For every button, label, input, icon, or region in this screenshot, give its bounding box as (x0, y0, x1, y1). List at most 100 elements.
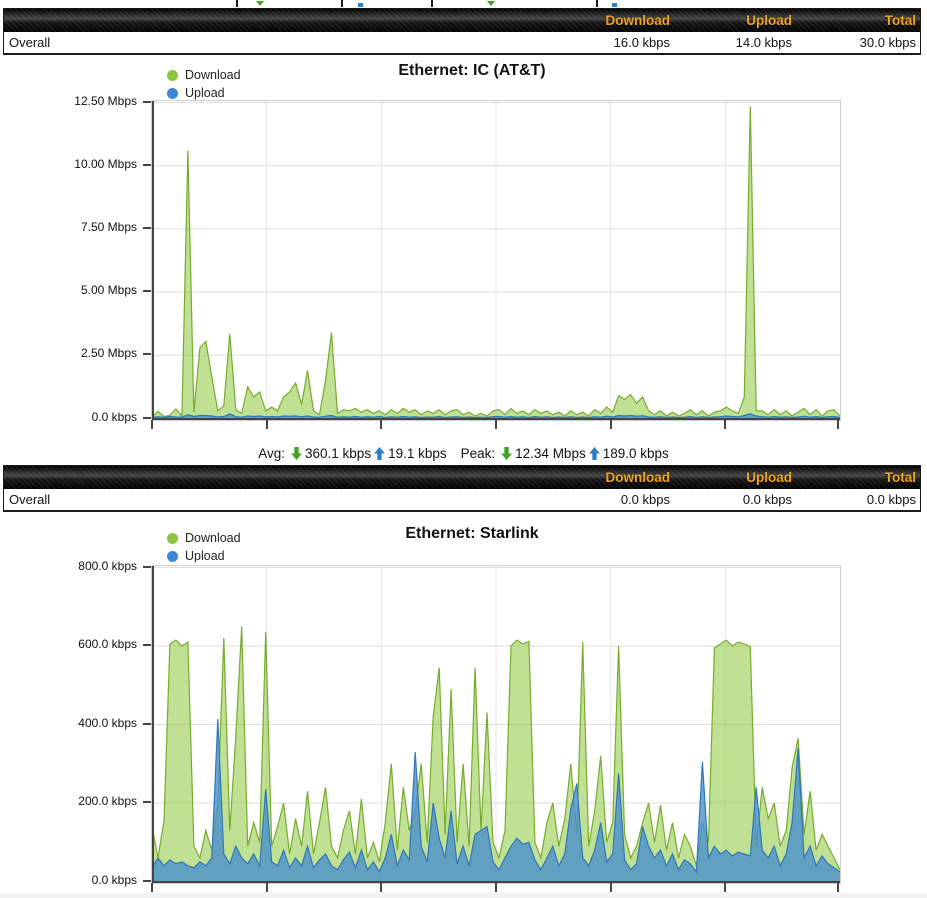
legend-label: Upload (185, 549, 225, 563)
chart-ic-att: Ethernet: IC (AT&T) Download Upload 12.5… (0, 60, 927, 445)
header-upload: Upload (746, 470, 792, 485)
y-tick-label: 400.0 kbps (78, 715, 137, 730)
chart-title: Ethernet: Starlink (405, 525, 539, 542)
legend-label: Upload (185, 86, 225, 100)
cell-divider (596, 0, 598, 7)
y-tick-mark (143, 353, 152, 356)
x-axis-ticks (151, 420, 841, 431)
upload-legend-dot-icon (167, 550, 178, 562)
header-upload: Upload (746, 13, 792, 28)
y-tick-label: 7.50 Mbps (80, 219, 137, 234)
x-tick-mark (724, 420, 727, 429)
x-axis-ticks (151, 883, 841, 894)
upload-value: 0.0 kbps (742, 492, 792, 507)
x-tick-mark (380, 883, 383, 892)
table-header: Download Upload Total (4, 9, 920, 32)
legend-item-download: Download (167, 66, 241, 84)
y-axis: 800.0 kbps 600.0 kbps 400.0 kbps 200.0 kbps… (0, 559, 152, 887)
download-arrow-icon (291, 447, 302, 460)
y-tick-mark (143, 879, 152, 882)
y-tick-mark (143, 163, 152, 166)
x-tick-mark (151, 420, 153, 429)
x-tick-mark (151, 883, 153, 892)
legend-label: Download (185, 68, 241, 82)
download-value: 16.0 kbps (613, 35, 670, 50)
y-tick-mark (143, 100, 152, 103)
clipped-row-below (0, 893, 927, 898)
overall-label: Overall (9, 35, 51, 50)
x-tick-mark (265, 883, 268, 892)
x-tick-mark (265, 420, 268, 429)
plot-area[interactable] (151, 565, 841, 884)
legend: Download Upload (167, 529, 241, 565)
y-tick-label: 10.00 Mbps (74, 156, 137, 171)
peak-upload-value: 189.0 kbps (602, 446, 669, 461)
x-tick-mark (724, 883, 727, 892)
upload-arrow-icon (612, 3, 617, 7)
x-tick-mark (609, 420, 612, 429)
download-value: 0.0 kbps (620, 492, 670, 507)
upload-value: 14.0 kbps (735, 35, 792, 50)
table-row: Overall 0.0 kbps 0.0 kbps 0.0 kbps (4, 489, 920, 510)
peak-label: Peak: (460, 446, 496, 461)
plot-area[interactable] (151, 100, 841, 421)
x-tick-mark (380, 420, 383, 429)
chart-title: Ethernet: IC (AT&T) (398, 62, 546, 79)
avg-download-value: 360.1 kbps (305, 446, 372, 461)
download-arrow-icon (487, 1, 495, 6)
y-tick-label: 2.50 Mbps (80, 346, 137, 361)
y-tick-mark (143, 226, 152, 229)
header-total: Total (884, 13, 916, 28)
area-chart-svg (152, 101, 840, 420)
download-arrow-icon (501, 447, 513, 460)
cell-divider (431, 0, 433, 7)
y-axis: 12.50 Mbps 10.00 Mbps 7.50 Mbps 5.00 Mbps 2.… (0, 94, 152, 424)
download-legend-dot-icon (167, 69, 178, 81)
y-tick-mark (143, 644, 152, 646)
legend-item-download: Download (167, 529, 241, 547)
table-header: Download Upload Total (4, 466, 920, 489)
chart-starlink: Ethernet: Starlink Download Upload 800.0… (0, 523, 927, 898)
upload-arrow-icon (358, 3, 363, 7)
avg-upload-value: 19.1 kbps (388, 446, 447, 461)
overall-label: Overall (9, 492, 51, 507)
legend: Download Upload (167, 66, 241, 102)
total-value: 0.0 kbps (866, 492, 916, 507)
download-legend-dot-icon (167, 532, 178, 544)
download-arrow-icon (256, 1, 264, 6)
y-tick-label: 5.00 Mbps (80, 283, 137, 298)
legend-item-upload: Upload (167, 547, 241, 565)
y-tick-mark (143, 416, 152, 419)
y-tick-mark (143, 801, 152, 803)
bandwidth-table-1: Download Upload Total Overall 16.0 kbps … (3, 8, 921, 55)
header-download: Download (605, 13, 671, 28)
y-tick-label: 12.50 Mbps (74, 93, 137, 108)
total-value: 30.0 kbps (859, 35, 916, 50)
y-tick-label: 0.0 kbps (91, 872, 137, 887)
peak-download-value: 12.34 Mbps (515, 446, 586, 461)
upload-arrow-icon (374, 447, 385, 460)
x-tick-mark (837, 420, 839, 429)
area-chart-svg (152, 566, 840, 883)
table-row: Overall 16.0 kbps 14.0 kbps 30.0 kbps (4, 32, 920, 53)
header-download: Download (605, 470, 671, 485)
y-tick-label: 200.0 kbps (78, 794, 137, 808)
y-tick-label: 600.0 kbps (78, 637, 137, 651)
y-tick-mark (143, 565, 152, 568)
clipped-row-above (0, 0, 927, 7)
avg-label: Avg: (258, 446, 286, 461)
legend-item-upload: Upload (167, 84, 241, 102)
x-tick-mark (837, 883, 839, 892)
avg-peak-stats: Avg: 360.1 kbps 19.1 kbps Peak: 12.34 Mbps 18… (0, 446, 927, 464)
cell-divider (341, 0, 343, 7)
header-total: Total (884, 470, 916, 485)
x-tick-mark (495, 883, 497, 892)
y-tick-mark (143, 722, 152, 725)
x-tick-mark (609, 883, 612, 892)
cell-divider (236, 0, 238, 7)
legend-label: Download (185, 531, 241, 545)
upload-legend-dot-icon (167, 87, 178, 99)
y-tick-mark (143, 290, 152, 293)
bandwidth-table-2: Download Upload Total Overall 0.0 kbps 0… (3, 465, 921, 512)
x-tick-mark (495, 420, 497, 429)
